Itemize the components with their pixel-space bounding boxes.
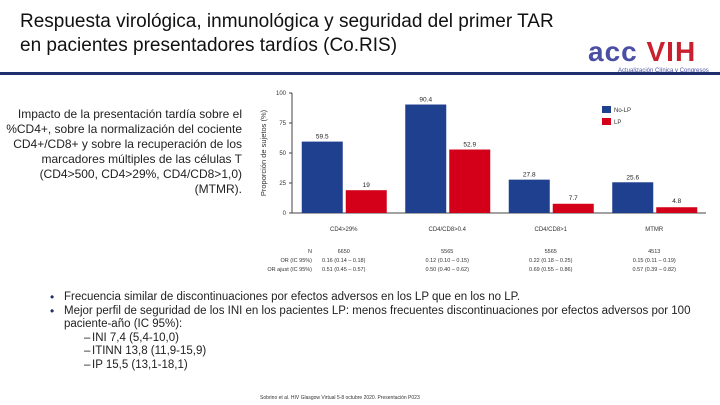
bullet-list: • Frecuencia similar de discontinuaciones…: [48, 290, 708, 373]
title-divider: [0, 72, 720, 75]
sub-bullet-text: IP 15,5 (13,1-18,1): [92, 358, 188, 371]
table-cell: 0.12 (0.10 – 0.15): [426, 258, 470, 264]
bar-value-label: 52.9: [463, 142, 476, 149]
x-category-label: MTMR: [645, 227, 664, 233]
legend-swatch: [602, 106, 611, 113]
bar-no-lp: [301, 141, 343, 213]
table-cell: 5565: [441, 249, 453, 255]
title-line-2: en pacientes presentadores tardíos (Co.R…: [20, 35, 398, 56]
y-tick-label: 25: [279, 181, 286, 187]
bar-no-lp: [508, 179, 550, 213]
sub-bullet-item: – IP 15,5 (13,1-18,1): [48, 359, 708, 373]
bar-chart: 0 25 50 75 100 Proporción de sujetos (%) 59.5 1…: [258, 80, 720, 290]
bullet-text: Frecuencia similar de discontinuaciones …: [64, 291, 521, 303]
table-cell: 5565: [545, 249, 557, 255]
sub-bullet-item: – ITINN 13,8 (11,9-15,9): [48, 345, 708, 359]
y-tick-label: 50: [279, 151, 286, 157]
y-tick-label: 100: [276, 91, 287, 97]
dash-icon: –: [84, 358, 91, 371]
acc-vih-logo: acc VIH Actualización Clínica y Congreso…: [588, 36, 716, 74]
bar-lp: [345, 190, 387, 213]
legend-swatch: [602, 118, 611, 125]
slide-title: Respuesta virológica, inmunológica y seg…: [20, 10, 580, 58]
x-category-label: CD4/CD8>0.4: [428, 227, 466, 233]
bar-value-label: 27.8: [523, 172, 536, 179]
table-cell: 0.22 (0.18 – 0.25): [529, 258, 573, 264]
bar-value-label: 25.6: [626, 174, 639, 181]
bar-value-label: 59.5: [316, 134, 329, 141]
logo-wordmark: acc VIH: [588, 36, 696, 68]
logo-acc: acc: [588, 36, 638, 67]
sub-bullet-item: – INI 7,4 (5,4-10,0): [48, 332, 708, 346]
logo-subtitle: Actualización Clínica y Congresos: [618, 68, 709, 74]
table-cell: 0.51 (0.45 – 0.57): [322, 267, 366, 273]
bar-no-lp: [612, 182, 654, 213]
table-cell: 4513: [648, 249, 660, 255]
bar-chart-svg: 0 25 50 75 100 Proporción de sujetos (%) 59.5 1…: [259, 91, 706, 273]
bar-lp: [656, 207, 698, 213]
bar-value-label: 7.7: [569, 195, 578, 202]
sub-bullet-text: ITINN 13,8 (11,9-15,9): [92, 345, 207, 357]
sub-bullet-text: INI 7,4 (5,4-10,0): [92, 331, 179, 344]
dash-icon: –: [84, 345, 91, 357]
x-category-label: CD4/CD8>1: [534, 227, 567, 233]
table-cell: 0.16 (0.14 – 0.18): [322, 258, 366, 264]
dash-icon: –: [84, 331, 91, 344]
bar-lp: [449, 149, 491, 213]
table-cell: 0.50 (0.40 – 0.62): [426, 267, 470, 273]
y-tick-label: 75: [279, 121, 286, 127]
title-line-1: Respuesta virológica, inmunológica y seg…: [20, 11, 554, 32]
bar-value-label: 4.8: [672, 198, 681, 205]
legend-label: No-LP: [614, 108, 631, 114]
bullet-item: • Frecuencia similar de discontinuaciones…: [48, 290, 708, 305]
table-cell: 6650: [338, 249, 350, 255]
y-axis-label: Proporción de sujetos (%): [259, 109, 268, 196]
legend-label: LP: [614, 120, 621, 126]
y-tick-label: 0: [283, 211, 287, 217]
table-cell: 0.69 (0.55 – 0.86): [529, 267, 573, 273]
table-cell: 0.57 (0.39 – 0.82): [633, 267, 677, 273]
bar-value-label: 19: [363, 182, 371, 189]
chart-description: Impacto de la presentación tardía sobre …: [6, 107, 242, 196]
bar-lp: [552, 203, 594, 213]
bullet-text: Mejor perfil de seguridad de los INI en …: [64, 304, 691, 331]
reference: Sobrino et al. HIV Glasgow Virtual 5-8 o…: [260, 395, 420, 401]
table-cell: 0.15 (0.11 – 0.19): [633, 258, 676, 264]
table-row-label: N: [308, 249, 312, 255]
bullet-icon: •: [50, 303, 55, 318]
table-row-label: OR (IC 95%): [281, 258, 313, 264]
table-row-label: OR ajust (IC 95%): [267, 267, 312, 273]
bar-value-label: 90.4: [419, 97, 432, 104]
bullet-item: • Mejor perfil de seguridad de los INI en…: [48, 303, 708, 332]
logo-vih: VIH: [646, 36, 697, 67]
bar-no-lp: [405, 104, 447, 213]
x-category-label: CD4>29%: [330, 227, 358, 233]
bullet-icon: •: [50, 290, 55, 304]
